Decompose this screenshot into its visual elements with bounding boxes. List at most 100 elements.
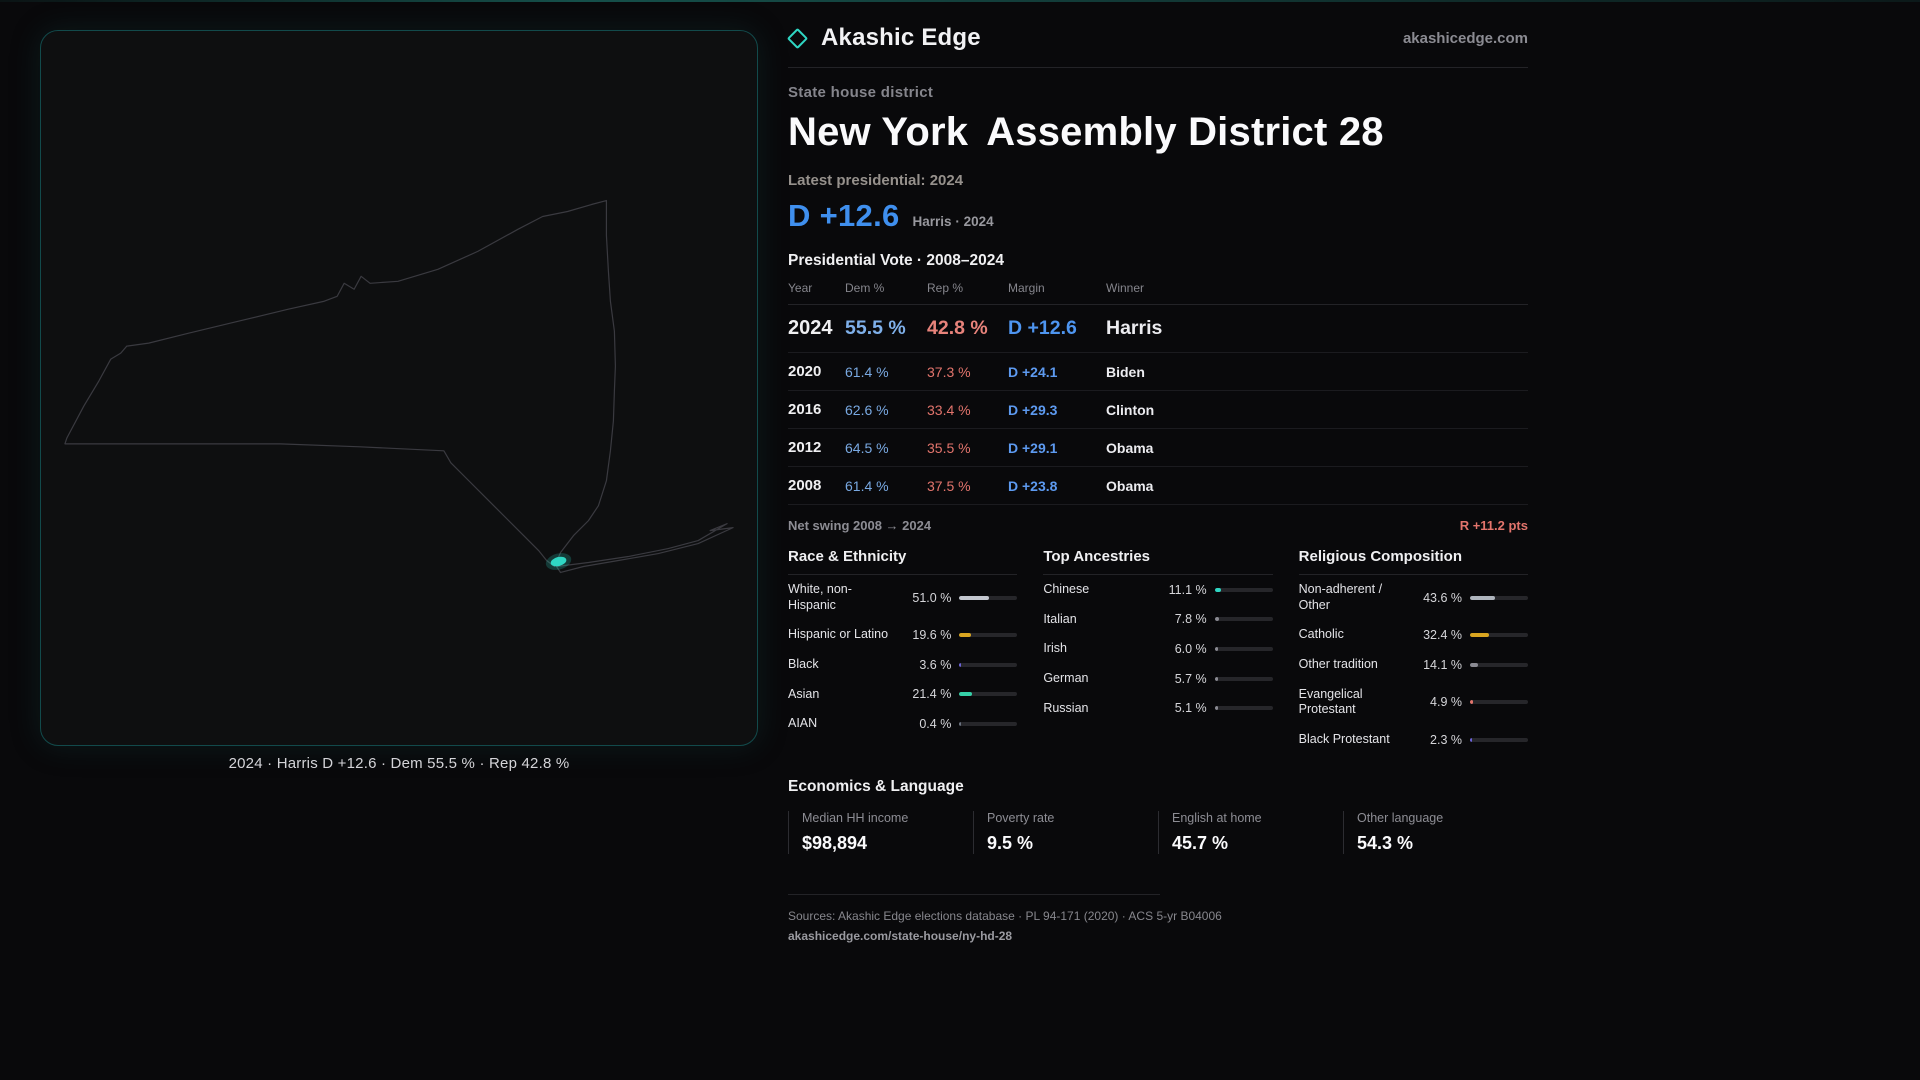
col-winner: Winner	[1106, 281, 1145, 295]
col-margin: Margin	[1008, 281, 1045, 295]
cell-year: 2016	[788, 401, 822, 418]
demographic-label: Evangelical Protestant	[1298, 686, 1363, 717]
race-ethnicity-title: Race & Ethnicity	[788, 548, 1018, 575]
cell-margin: D +12.6	[1008, 317, 1077, 339]
top-accent-glow	[0, 0, 1920, 2]
demographic-bar	[1469, 700, 1528, 705]
list-item: Chinese 11.1 %	[1043, 575, 1273, 605]
stat-other-language: Other language 54.3 %	[1343, 811, 1528, 855]
demographic-bar	[1214, 676, 1273, 681]
demographic-bar	[1469, 633, 1528, 638]
table-row: 2008 61.4 % 37.5 % D +23.8 Obama	[788, 467, 1528, 505]
economics-section-title: Economics & Language	[788, 778, 964, 796]
economics-stats-row: Median HH income $98,894 Poverty rate 9.…	[788, 811, 1528, 855]
net-swing-value: R +11.2 pts	[1459, 518, 1528, 533]
list-item: Black Protestant 2.3 %	[1299, 725, 1528, 755]
demographic-label: Catholic	[1298, 627, 1344, 642]
demographic-value: 19.6 %	[912, 628, 952, 643]
demographic-label: Hispanic or Latino	[788, 627, 889, 642]
demographic-label: Black	[788, 656, 819, 671]
detail-panel: Akashic Edge akashicedge.com State house…	[786, 24, 1528, 945]
cell-dem: 61.4 %	[845, 477, 889, 494]
cell-winner: Harris	[1106, 317, 1163, 339]
cell-margin: D +29.3	[1008, 401, 1058, 418]
demographic-label: AIAN	[788, 716, 818, 731]
latest-presidential-label: Latest presidential: 2024	[788, 172, 964, 189]
footer-permalink[interactable]: akashicedge.com/state-house/ny-hd-28	[788, 929, 1013, 944]
col-dem: Dem %	[845, 281, 885, 295]
demographic-label: Italian	[1043, 611, 1077, 626]
demographic-label: Asian	[788, 686, 820, 701]
stat-label: Median HH income	[802, 811, 909, 826]
demographic-bar	[1469, 595, 1528, 600]
demographic-bar	[1214, 587, 1273, 592]
cell-dem: 62.6 %	[845, 401, 889, 418]
cell-winner: Clinton	[1106, 401, 1155, 418]
religious-composition-title: Religious Composition	[1298, 548, 1528, 575]
net-swing-row: Net swing 2008 → 2024 R +11.2 pts	[788, 518, 1528, 533]
state-outline	[64, 199, 616, 568]
demographic-bar	[959, 692, 1018, 697]
list-item: Asian 21.4 %	[788, 680, 1018, 710]
long-island-outline	[555, 523, 734, 574]
cell-year: 2024	[788, 317, 833, 339]
list-item: Evangelical Protestant 4.9 %	[1299, 680, 1528, 725]
cell-dem: 64.5 %	[845, 439, 889, 456]
demographic-label: Russian	[1043, 700, 1089, 715]
demographic-value: 2.3 %	[1430, 732, 1462, 747]
demographic-label: Other tradition	[1298, 656, 1378, 671]
stat-label: Other language	[1357, 811, 1444, 826]
stat-value: 45.7 %	[1172, 833, 1229, 854]
page-title-state: New York	[788, 110, 969, 154]
table-row: 2016 62.6 % 33.4 % D +29.3 Clinton	[788, 391, 1528, 429]
elections-table-header: Year Dem % Rep % Margin Winner	[788, 281, 1528, 305]
cell-dem: 61.4 %	[845, 363, 889, 380]
cell-rep: 37.5 %	[927, 477, 971, 494]
religious-composition-column: Religious Composition Non-adherent / Oth…	[1298, 548, 1528, 755]
demographic-value: 3.6 %	[919, 657, 952, 672]
cell-rep: 37.3 %	[927, 363, 971, 380]
brand-domain-link[interactable]: akashicedge.com	[1402, 29, 1528, 47]
brand-header: Akashic Edge akashicedge.com	[786, 24, 1528, 68]
demographic-label: White, non-Hispanic	[788, 582, 852, 612]
demographic-label: Chinese	[1043, 582, 1090, 596]
list-item: AIAN 0.4 %	[788, 709, 1018, 739]
list-item: German 5.7 %	[1043, 664, 1273, 694]
brand-name: Akashic Edge	[821, 24, 981, 51]
cell-winner: Obama	[1106, 477, 1154, 494]
elections-section-title: Presidential Vote · 2008–2024	[788, 252, 1004, 269]
stat-value: 9.5 %	[987, 833, 1034, 854]
stat-value: 54.3 %	[1357, 833, 1414, 854]
cell-year: 2008	[788, 477, 822, 494]
diamond-logo-icon	[786, 27, 809, 49]
demographic-bar	[959, 721, 1018, 726]
list-item: Other tradition 14.1 %	[1299, 650, 1528, 680]
stat-median-hh-income: Median HH income $98,894	[788, 811, 973, 855]
footer-sources: Sources: Akashic Edge elections database…	[788, 909, 1222, 924]
district-highlight	[550, 556, 567, 567]
demographic-bar	[959, 595, 1018, 600]
headline-margin-value: D +12.6	[788, 198, 900, 233]
demographic-label: German	[1043, 670, 1089, 685]
list-item: Russian 5.1 %	[1043, 694, 1273, 724]
demographic-value: 5.1 %	[1174, 701, 1207, 716]
table-row: 2012 64.5 % 35.5 % D +29.1 Obama	[788, 429, 1528, 467]
demographic-label: Non-adherent / Other	[1298, 582, 1383, 612]
net-swing-label: Net swing 2008 → 2024	[788, 518, 932, 533]
stat-poverty-rate: Poverty rate 9.5 %	[973, 811, 1158, 855]
demographic-bar	[1469, 737, 1528, 742]
new-york-state-map	[64, 199, 734, 574]
demographic-value: 0.4 %	[919, 716, 952, 731]
demographic-value: 5.7 %	[1174, 671, 1207, 686]
cell-rep: 42.8 %	[927, 317, 988, 339]
cell-dem: 55.5 %	[845, 317, 906, 339]
top-ancestries-title: Top Ancestries	[1043, 548, 1273, 575]
state-map-panel	[40, 30, 758, 746]
list-item: Black 3.6 %	[788, 650, 1018, 680]
cell-winner: Obama	[1106, 439, 1154, 456]
demographic-value: 21.4 %	[912, 687, 952, 702]
map-caption: 2024 · Harris D +12.6 · Dem 55.5 % · Rep…	[228, 755, 570, 772]
cell-margin: D +23.8	[1008, 477, 1058, 494]
list-item: Italian 7.8 %	[1043, 605, 1273, 635]
col-year: Year	[788, 281, 813, 295]
